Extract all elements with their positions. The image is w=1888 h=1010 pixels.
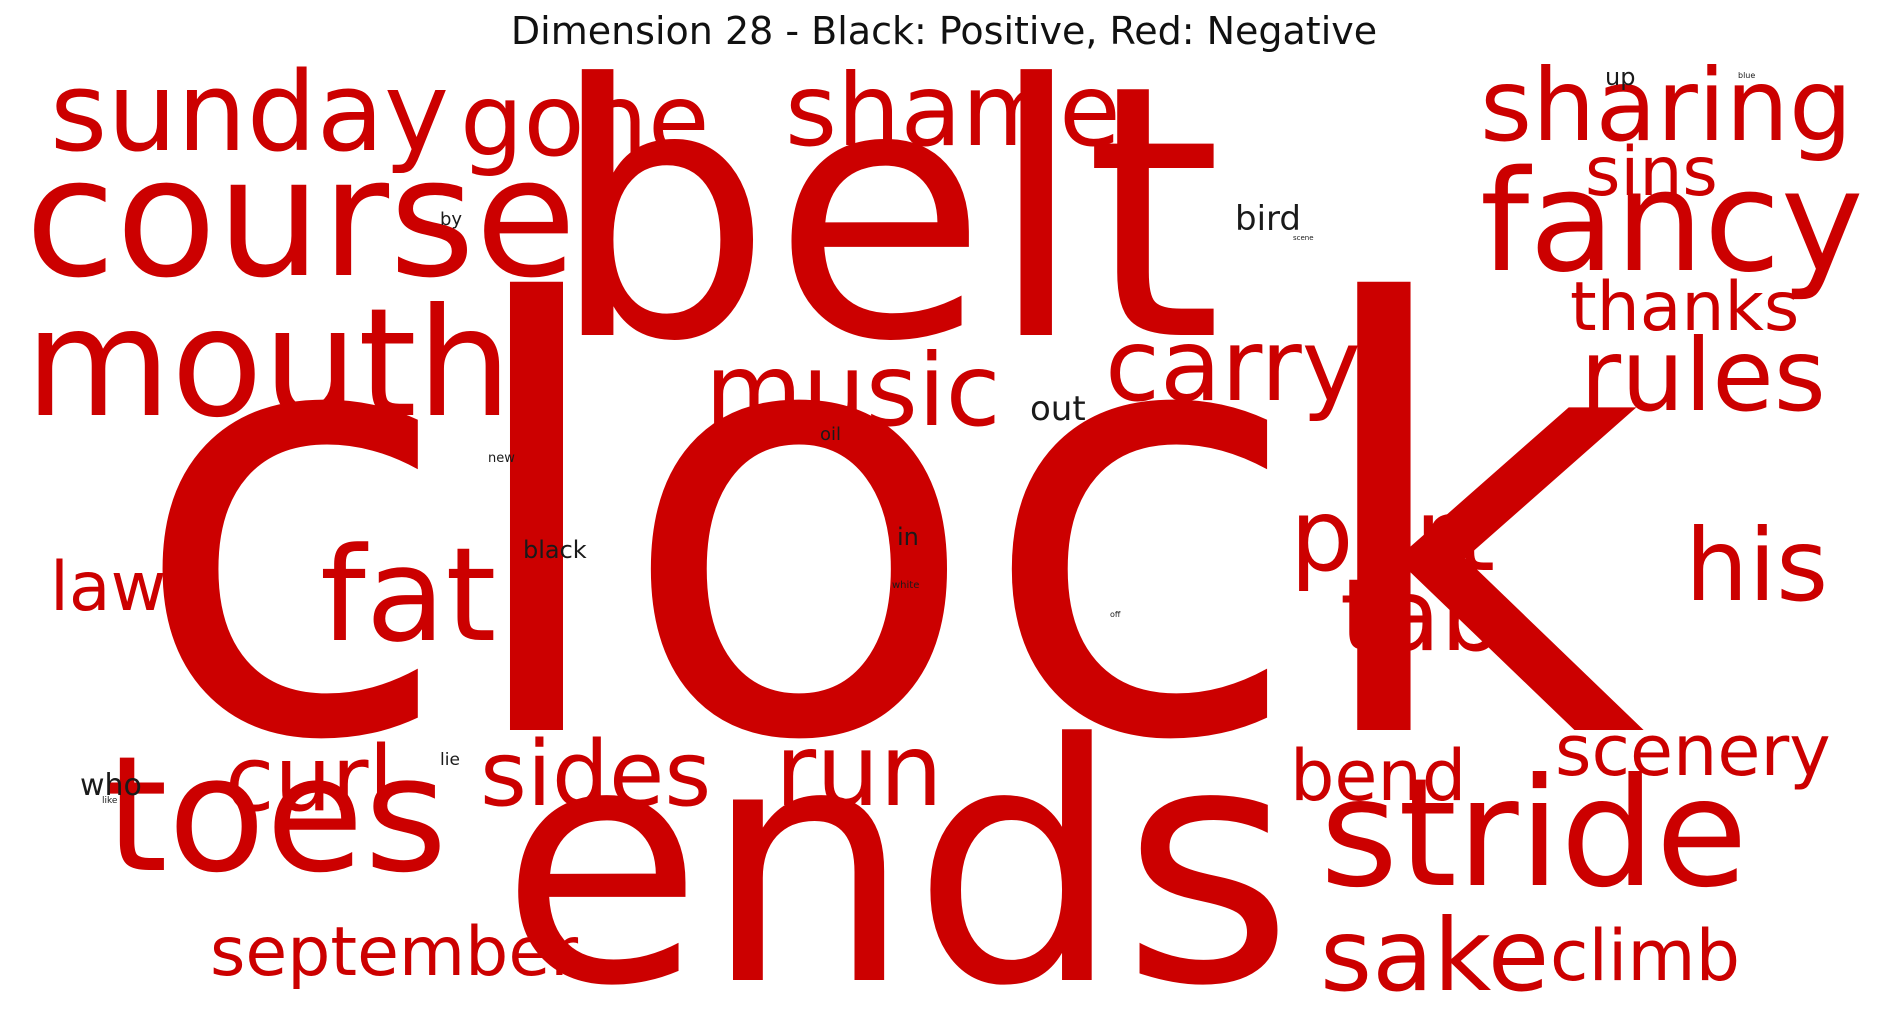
word-toes: toes [105, 721, 447, 908]
word-thanks: thanks [1570, 268, 1799, 347]
word-belt: belt [550, 10, 1222, 418]
word-in: in [897, 523, 919, 551]
word-up: up [1605, 63, 1635, 91]
word-by: by [440, 209, 462, 230]
word-sunday: sunday [50, 48, 449, 176]
word-bird: bird [1235, 199, 1301, 239]
word-white: white [892, 580, 919, 591]
word-out: out [1030, 389, 1086, 429]
word-blue: blue [1738, 71, 1755, 80]
word-lie: lie [440, 750, 460, 770]
word-who: who [80, 768, 142, 803]
word-course: course [25, 122, 577, 314]
word-bend: bend [1290, 735, 1466, 817]
word-stride: stride [1320, 747, 1748, 921]
word-oil: oil [820, 424, 841, 445]
word-scene: scene [1293, 234, 1314, 242]
word-ends: ends [500, 674, 1294, 1010]
word-clock: clock [130, 183, 1645, 870]
word-new: new [488, 451, 515, 466]
word-gone: gone [460, 62, 710, 179]
word-rules: rules [1580, 317, 1826, 434]
word-sake: sake [1320, 897, 1549, 1010]
word-scenery: scenery [1555, 710, 1831, 792]
word-fat: fat [320, 519, 496, 671]
word-curl: curl [225, 727, 394, 832]
word-law: law [50, 548, 166, 627]
word-carry: carry [1105, 307, 1361, 424]
word-tab: tab [1340, 557, 1504, 674]
word-off: off [1110, 610, 1121, 619]
word-like: like [102, 796, 118, 806]
chart-title: Dimension 28 - Black: Positive, Red: Neg… [510, 9, 1378, 53]
word-mouth: mouth [25, 277, 512, 451]
word-his: his [1685, 507, 1828, 624]
word-sides: sides [480, 722, 711, 827]
word-climb: climb [1550, 915, 1740, 997]
word-sharing: sharing [1480, 47, 1853, 164]
word-fancy: fancy [1480, 141, 1864, 304]
word-shame: shame [785, 52, 1121, 169]
word-run: run [775, 712, 943, 829]
word-sins: sins [1585, 133, 1718, 212]
word-september: september [210, 913, 578, 992]
word-black: black [523, 536, 587, 564]
word-part: part [1290, 477, 1495, 594]
word-music: music [705, 332, 1001, 449]
